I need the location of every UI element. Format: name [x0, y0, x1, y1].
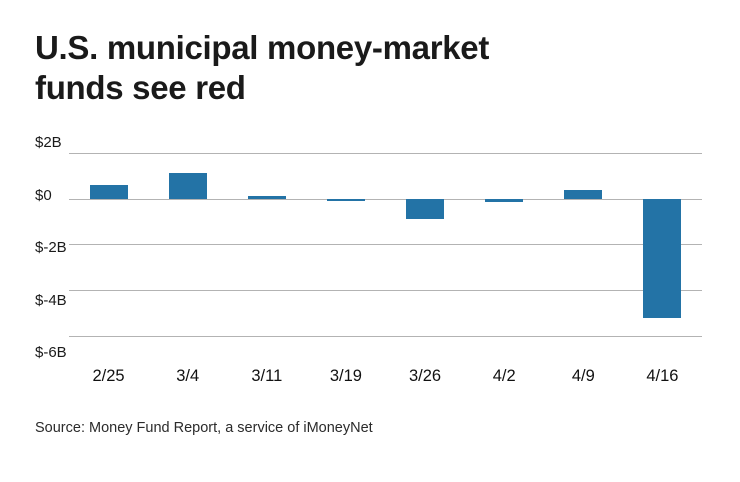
x-axis-tick-label: 3/19	[329, 367, 362, 386]
bars-container	[69, 139, 702, 354]
bar-2/25	[89, 184, 128, 199]
plot-area	[69, 139, 702, 354]
bar-3/11	[247, 196, 286, 199]
x-axis-tick-label: 4/2	[492, 367, 516, 386]
bar-3/4	[168, 173, 207, 199]
bar-4/9	[564, 189, 603, 199]
source-note: Source: Money Fund Report, a service of …	[35, 420, 373, 437]
chart-title: U.S. municipal money-market funds see re…	[35, 29, 490, 106]
gridline	[69, 198, 702, 200]
x-axis: 2/25 3/4 3/11 3/19 3/26 4/2 4/9 4/16	[69, 367, 702, 386]
bar-slot	[623, 139, 702, 354]
bar-slot	[69, 139, 148, 354]
gridline	[69, 244, 702, 246]
x-axis-tick-label: 3/26	[409, 367, 442, 386]
x-axis-tick-label: 4/9	[571, 367, 595, 386]
x-axis-tick-label: 3/11	[251, 367, 283, 386]
plot-column: 2/25 3/4 3/11 3/19 3/26 4/2 4/9 4/16	[69, 139, 702, 386]
y-axis-tick-label: $2B	[35, 133, 62, 151]
y-axis-tick-label: $-6B	[35, 344, 67, 362]
y-axis-tick-label: $-4B	[35, 291, 67, 309]
x-axis-tick-label: 4/16	[646, 367, 679, 386]
bar-3/26	[406, 198, 445, 220]
bar-slot	[148, 139, 227, 354]
bar-slot	[306, 139, 385, 354]
bar-3/19	[326, 198, 365, 201]
bar-4/2	[485, 198, 524, 203]
bar-4/16	[643, 198, 682, 318]
x-axis-tick-label: 3/4	[176, 367, 200, 386]
bar-slot	[465, 139, 544, 354]
bar-slot	[227, 139, 306, 354]
y-axis: $2B $0 $-2B $-4B $-6B	[35, 134, 69, 386]
y-axis-tick-label: $0	[35, 186, 52, 204]
x-axis-tick-label: 2/25	[92, 367, 125, 386]
bar-slot	[544, 139, 623, 354]
bar-slot	[386, 139, 465, 354]
bar-chart: $2B $0 $-2B $-4B $-6B 2/25 3/4 3/11 3/19 3/26 4/2…	[35, 134, 702, 386]
gridline	[69, 152, 702, 154]
gridline	[69, 335, 702, 337]
gridline	[69, 290, 702, 292]
y-axis-tick-label: $-2B	[35, 239, 67, 257]
